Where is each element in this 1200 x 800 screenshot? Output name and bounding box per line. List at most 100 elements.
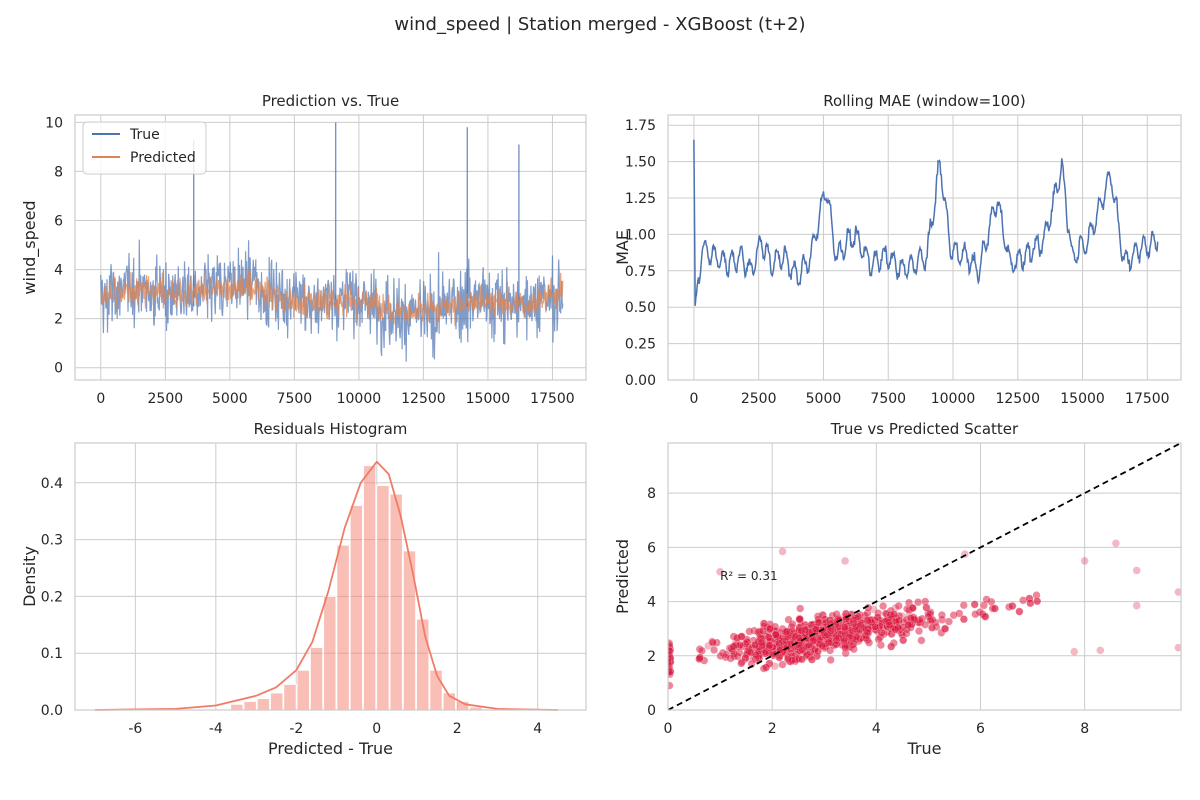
scatter-point bbox=[716, 651, 725, 660]
scatter-point bbox=[737, 658, 746, 667]
y-tick-label: 0.2 bbox=[41, 589, 63, 605]
scatter-point bbox=[745, 627, 754, 636]
y-tick-label: 0 bbox=[54, 361, 63, 377]
y-tick-label: 8 bbox=[54, 164, 63, 180]
histogram-bar bbox=[296, 669, 310, 711]
scatter-point bbox=[754, 628, 763, 637]
scatter-point bbox=[841, 625, 850, 634]
scatter-point bbox=[944, 617, 953, 626]
scatter-point bbox=[863, 628, 872, 637]
histogram-bar bbox=[270, 692, 284, 711]
scatter-point bbox=[668, 657, 675, 666]
scatter-point bbox=[909, 613, 918, 622]
scatter-point bbox=[821, 631, 829, 640]
legend-label-predicted: Predicted bbox=[130, 150, 196, 166]
scatter-point bbox=[907, 620, 916, 629]
scatter-point bbox=[837, 640, 846, 649]
scatter-point bbox=[891, 625, 900, 634]
scatter-point bbox=[779, 640, 788, 649]
scatter-point bbox=[1112, 539, 1120, 548]
scatter-point bbox=[668, 681, 674, 690]
scatter-point bbox=[727, 644, 736, 653]
y-tick-label: 6 bbox=[647, 540, 656, 556]
scatter-point bbox=[884, 618, 893, 627]
scatter-point bbox=[894, 624, 903, 633]
scatter-point bbox=[788, 656, 796, 665]
scatter-point bbox=[783, 627, 791, 636]
scatter-point bbox=[786, 628, 795, 637]
scatter-point bbox=[841, 644, 850, 652]
scatter-point bbox=[873, 613, 882, 622]
histogram-bar bbox=[389, 493, 403, 711]
scatter-point bbox=[733, 652, 742, 661]
scatter-point bbox=[890, 610, 898, 619]
scatter-point bbox=[813, 612, 822, 621]
scatter-point bbox=[905, 605, 914, 614]
scatter-point bbox=[729, 642, 738, 651]
histogram-bar bbox=[363, 465, 377, 711]
scatter-point bbox=[807, 642, 816, 651]
scatter-point bbox=[848, 627, 857, 635]
scatter-point bbox=[762, 632, 770, 641]
scatter-point bbox=[708, 638, 717, 647]
axes-frame bbox=[74, 114, 587, 381]
scatter-point bbox=[970, 600, 979, 609]
scatter-point bbox=[751, 641, 760, 650]
y-tick-label: 0.1 bbox=[41, 646, 63, 662]
scatter-point bbox=[826, 655, 835, 664]
x-tick-label: -6 bbox=[128, 721, 142, 737]
scatter-point bbox=[867, 615, 876, 624]
histogram-bar bbox=[283, 684, 297, 711]
scatter-point bbox=[818, 611, 827, 620]
scatter-point bbox=[886, 606, 895, 615]
y-tick-label: 0.4 bbox=[41, 476, 63, 492]
scatter-point bbox=[861, 631, 870, 640]
scatter-point bbox=[788, 620, 797, 629]
scatter-point bbox=[845, 631, 854, 640]
scatter-point bbox=[874, 635, 883, 644]
scatter-point bbox=[906, 614, 915, 623]
scatter-point bbox=[910, 615, 919, 624]
axes-frame bbox=[667, 442, 1182, 711]
scatter-point bbox=[889, 639, 898, 648]
scatter-point bbox=[921, 597, 930, 606]
scatter-point bbox=[845, 633, 854, 642]
panel-title: Residuals Histogram bbox=[254, 420, 408, 438]
scatter-point bbox=[805, 628, 814, 637]
scatter-point bbox=[760, 622, 769, 631]
scatter-point bbox=[876, 641, 885, 650]
scatter-point bbox=[813, 652, 821, 661]
y-tick-label: 1.00 bbox=[625, 227, 656, 243]
y-tick-label: 1.25 bbox=[625, 191, 656, 207]
scatter-point bbox=[980, 612, 989, 621]
scatter-point bbox=[745, 647, 754, 656]
scatter-point bbox=[787, 649, 796, 658]
scatter-point bbox=[803, 650, 812, 659]
x-tick-label: 17500 bbox=[530, 391, 575, 407]
scatter-point bbox=[733, 634, 742, 642]
scatter-point bbox=[737, 632, 746, 641]
scatter-point bbox=[955, 609, 964, 618]
scatter-point bbox=[797, 655, 806, 664]
y-tick-label: 2 bbox=[54, 312, 63, 328]
x-axis-label: Predicted - True bbox=[268, 739, 393, 758]
y-axis-label: Predicted bbox=[613, 539, 632, 614]
scatter-point bbox=[764, 633, 773, 642]
histogram-bar bbox=[429, 669, 443, 711]
scatter-point bbox=[940, 624, 949, 633]
scatter-point bbox=[802, 651, 811, 660]
scatter-point bbox=[668, 659, 673, 667]
scatter-point bbox=[869, 605, 878, 614]
x-tick-label: 5000 bbox=[212, 391, 248, 407]
scatter-point bbox=[914, 598, 923, 607]
y-tick-label: 6 bbox=[54, 214, 63, 230]
scatter-point bbox=[824, 638, 833, 647]
scatter-point bbox=[1015, 607, 1024, 616]
scatter-point bbox=[1008, 602, 1017, 610]
scatter-point bbox=[825, 616, 834, 625]
x-tick-label: 7500 bbox=[870, 391, 906, 407]
kde-curve bbox=[95, 460, 558, 711]
histogram-bar bbox=[323, 595, 337, 711]
scatter-point bbox=[904, 621, 913, 630]
scatter-point bbox=[716, 567, 724, 576]
